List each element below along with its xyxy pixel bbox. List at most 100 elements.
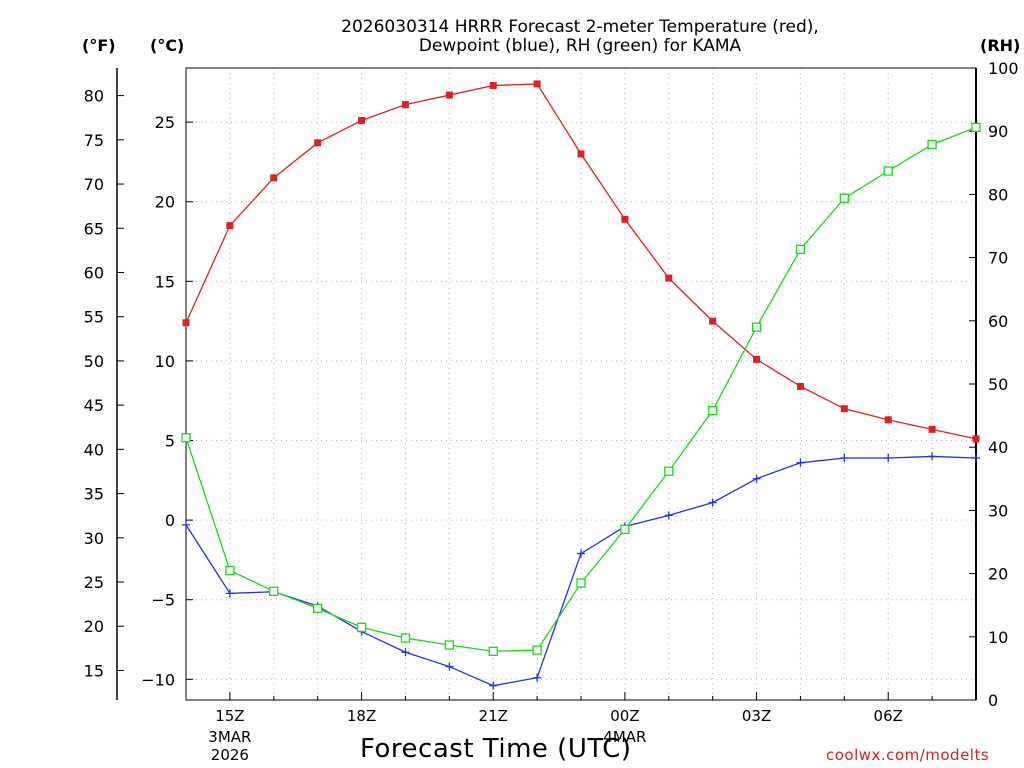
x-axis-tick-label: 03Z: [742, 707, 771, 725]
dewpoint-line: [185, 455, 977, 687]
rh-point: [269, 586, 279, 596]
rh-point: [356, 622, 367, 632]
rh-tick-label: 10: [988, 628, 1008, 647]
dewpoint-point: [489, 681, 498, 690]
temperature-point: [445, 91, 453, 99]
temperature-point: [621, 215, 629, 223]
rh-tick-label: 60: [988, 312, 1008, 331]
chart-title-line-2: Dewpoint (blue), RH (green) for KAMA: [418, 36, 742, 56]
rh-tick-label: 70: [988, 249, 1008, 268]
rh-line: [185, 126, 977, 652]
rh-point: [620, 524, 630, 535]
rh-point: [181, 433, 191, 443]
rh-point: [576, 578, 586, 588]
dewpoint-point: [752, 474, 761, 483]
temperature-point: [533, 80, 541, 88]
x-axis-date-label: 2026: [211, 746, 249, 764]
temperature-point: [270, 174, 278, 182]
x-axis-title: Forecast Time (UTC): [360, 734, 632, 764]
fahrenheit-tick-label: 70: [84, 175, 104, 194]
fahrenheit-tick-label: 15: [84, 661, 104, 680]
fahrenheit-tick-label: 80: [84, 87, 104, 106]
rh-point: [927, 139, 937, 150]
dewpoint-point: [796, 458, 805, 467]
temperature-point: [796, 382, 804, 390]
x-axis-tick-label: 18Z: [347, 707, 376, 725]
rh-tick-label: 90: [988, 122, 1008, 141]
temperature-point: [182, 319, 190, 327]
rh-tick-label: 20: [988, 565, 1008, 584]
fahrenheit-tick-label: 60: [84, 263, 104, 282]
x-axis-tick-label: 06Z: [874, 707, 903, 725]
celsius-tick-label: 0: [165, 511, 175, 530]
x-axis-tick-label: 15Z: [215, 707, 244, 725]
fahrenheit-tick-label: 45: [84, 396, 104, 415]
data-series: [181, 80, 981, 690]
dewpoint-point: [664, 511, 673, 520]
chart-title-line-1: 2026030314 HRRR Forecast 2-meter Tempera…: [341, 17, 819, 37]
rh-point: [839, 193, 849, 203]
celsius-tick-label: 15: [155, 272, 175, 291]
rh-point: [708, 405, 718, 416]
fahrenheit-tick-label: 30: [84, 529, 104, 548]
x-axis-date-label: 3MAR: [208, 728, 251, 746]
dewpoint-point: [577, 549, 585, 558]
dewpoint-point: [840, 454, 849, 463]
rh-point: [400, 633, 411, 643]
fahrenheit-tick-label: 40: [84, 440, 104, 459]
temperature-point: [489, 82, 497, 90]
rh-tick-label: 100: [988, 59, 1019, 78]
site-credit: coolwx.com/modelts: [826, 746, 990, 764]
dewpoint-point: [884, 454, 893, 463]
rh-point: [313, 603, 323, 614]
temperature-point: [753, 355, 761, 363]
celsius-tick-label: −5: [151, 591, 175, 610]
dewpoint-point: [928, 452, 937, 461]
rh-tick-label: 50: [988, 375, 1008, 394]
axes: 15 20 25 30 35 40 45 50 55 60 65 70 75 80 −10 −5 0 5 10 15 2…: [84, 59, 1019, 764]
temperature-point: [928, 425, 936, 433]
rh-tick-label: 0: [988, 691, 998, 710]
dewpoint-point: [708, 498, 717, 507]
celsius-tick-label: 25: [155, 113, 175, 132]
rh-point: [225, 565, 235, 576]
dewpoint-point: [533, 673, 542, 682]
celsius-tick-label: −10: [141, 670, 175, 689]
x-axis-tick-label: 21Z: [479, 707, 508, 725]
temperature-point: [226, 222, 234, 230]
temperature-point: [314, 139, 322, 147]
x-axis-date-label: 4MAR: [603, 728, 646, 746]
temperature-point: [665, 274, 673, 282]
grid-lines: [186, 68, 976, 700]
temperature-point: [840, 405, 848, 413]
rh-unit-label: (RH): [980, 36, 1021, 55]
celsius-unit-label: (°C): [150, 36, 185, 55]
rh-point: [971, 122, 981, 133]
celsius-tick-label: 5: [165, 432, 175, 451]
temperature-point: [709, 317, 717, 325]
temperature-point: [972, 435, 980, 443]
fahrenheit-tick-label: 65: [84, 219, 104, 238]
rh-point: [795, 244, 806, 255]
celsius-tick-label: 20: [155, 193, 175, 212]
fahrenheit-tick-label: 55: [84, 308, 104, 327]
rh-point: [751, 322, 762, 332]
rh-point: [532, 645, 542, 655]
dewpoint-point: [445, 662, 454, 671]
celsius-tick-label: 10: [155, 352, 175, 371]
rh-point: [883, 166, 893, 176]
rh-point: [664, 466, 674, 476]
fahrenheit-unit-label: (°F): [82, 36, 116, 55]
temperature-point: [884, 416, 892, 424]
temperature-line: [185, 83, 977, 440]
rh-point: [488, 646, 498, 656]
dewpoint-point: [972, 454, 980, 463]
fahrenheit-tick-label: 75: [84, 131, 104, 150]
dewpoint-point: [401, 648, 410, 657]
fahrenheit-tick-label: 20: [84, 617, 104, 636]
rh-tick-label: 40: [988, 438, 1008, 457]
fahrenheit-tick-label: 25: [84, 573, 104, 592]
rh-tick-label: 80: [988, 185, 1008, 204]
rh-point: [444, 640, 454, 650]
